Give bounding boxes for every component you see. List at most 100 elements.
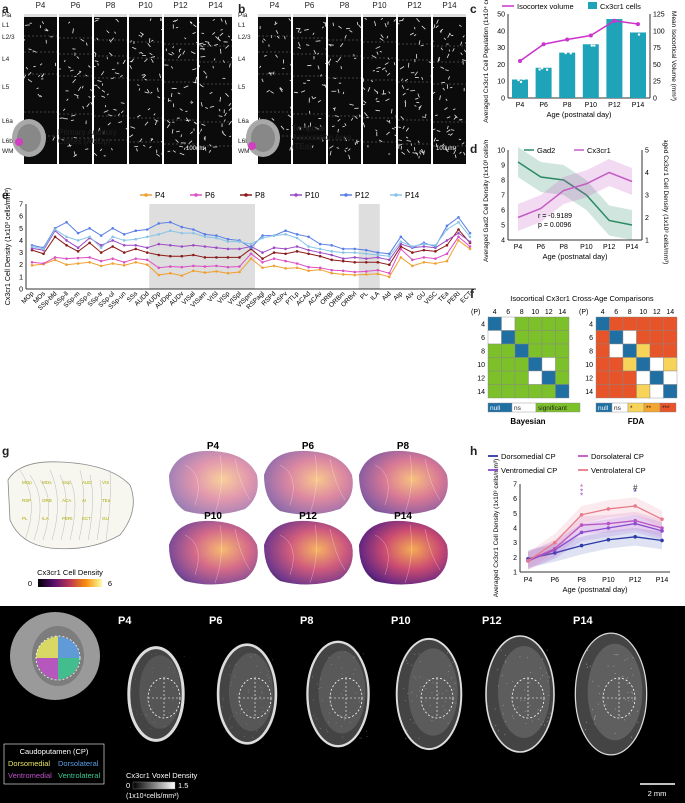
microglia-cell (375, 129, 378, 132)
microglia-cell (433, 24, 436, 28)
microglia-cell (100, 71, 105, 76)
y-tick-label: 4 (501, 238, 505, 245)
microglia-cell (329, 150, 332, 156)
colorbar-min: 0 (28, 579, 32, 588)
microglia-cell (114, 31, 117, 34)
microglia-cell (76, 71, 81, 76)
matrix-cell (501, 370, 516, 385)
region-boundary (59, 474, 67, 541)
voxel-speck (447, 652, 449, 654)
bar-dot (567, 48, 570, 51)
region-boundary (96, 479, 102, 541)
voxel-speck (171, 661, 173, 663)
series-point (295, 245, 299, 248)
microglia-cell (67, 66, 71, 69)
microglia-cell (355, 141, 360, 143)
microglia-cell (228, 107, 232, 111)
voxel-speck (529, 681, 531, 683)
y-tick-label: 50 (497, 12, 505, 19)
microglia-cell (204, 41, 210, 43)
series-point (330, 271, 333, 275)
region-label: PL (22, 516, 28, 521)
series-point (364, 260, 368, 264)
microglia-cell (218, 108, 221, 112)
slice-inner (139, 655, 181, 729)
panel-g-label: g (2, 444, 10, 458)
matrix-cell (609, 343, 624, 358)
voxel-speck (311, 676, 313, 678)
microglia-cell (398, 139, 402, 141)
microglia-cell (314, 126, 319, 130)
microglia-cell (78, 86, 82, 92)
microglia-cell (279, 87, 283, 93)
series-point (411, 264, 414, 268)
micro-column (398, 14, 431, 164)
microglia-cell (345, 147, 348, 150)
heatmap-shape (359, 450, 448, 515)
series-point (468, 235, 472, 239)
microglia-cell (200, 102, 203, 107)
voxel-speck (410, 664, 412, 666)
series-point (388, 252, 391, 256)
voxel-speck (592, 680, 594, 682)
x-tick-label: PL (359, 290, 370, 301)
voxel-speck (178, 675, 180, 677)
flatmap-heatmap: P10 (169, 511, 258, 585)
voxel-speck (414, 653, 416, 655)
row-label: 8 (481, 348, 485, 355)
voxel-speck (352, 673, 354, 675)
series-point (318, 242, 322, 246)
voxel-speck (586, 666, 588, 668)
voxel-speck (504, 734, 506, 736)
row-label: 4 (589, 321, 593, 328)
microglia-cell (220, 29, 223, 31)
series-point (272, 251, 276, 254)
voxel-speck (313, 715, 315, 717)
voxel-speck (361, 725, 363, 727)
microglia-cell (167, 98, 170, 102)
series-point (272, 257, 276, 260)
series-point (364, 257, 368, 260)
voxel-speck (593, 717, 595, 719)
microglia-cell (363, 103, 366, 106)
microglia-cell (179, 152, 185, 156)
flatmap-outline (7, 461, 134, 550)
voxel-speck (447, 722, 449, 724)
coronal-slice: P6 (209, 615, 278, 745)
microglia-cell (275, 54, 278, 58)
microglia-cell (201, 123, 206, 126)
voxel-speck (442, 705, 444, 707)
matrix-cell (555, 316, 570, 331)
voxel-speck (594, 716, 596, 718)
panel-b-images (258, 14, 466, 164)
microglia-cell (136, 148, 138, 152)
panel-a-images (24, 14, 232, 164)
series-point (445, 224, 449, 228)
microglia-cell (324, 84, 326, 89)
panel-b-scale: 100um (436, 146, 455, 152)
series-point (468, 240, 472, 243)
microglia-cell (156, 87, 159, 93)
pia-line (258, 14, 291, 17)
microglia-cell (24, 74, 26, 79)
series-point (341, 273, 345, 276)
voxel-speck (542, 721, 544, 723)
microglia-cell (166, 120, 171, 124)
microglia-cell (86, 42, 88, 46)
layer-label: L1 (2, 22, 10, 29)
microglia-cell (428, 61, 431, 63)
region-boundary (39, 479, 50, 541)
matrix-cell (555, 370, 570, 385)
matrix-cell (609, 316, 624, 331)
voxel-speck (512, 680, 514, 682)
microglia-cell (442, 87, 446, 91)
microglia-cell (209, 144, 212, 147)
x-tick-label: P8 (559, 244, 568, 251)
microglia-cell (401, 78, 403, 82)
legend-label: null (490, 405, 501, 412)
microglia-cell (125, 127, 127, 130)
microglia-cell (177, 53, 182, 59)
microglia-cell (182, 50, 186, 55)
region-label: MOp (22, 480, 32, 485)
